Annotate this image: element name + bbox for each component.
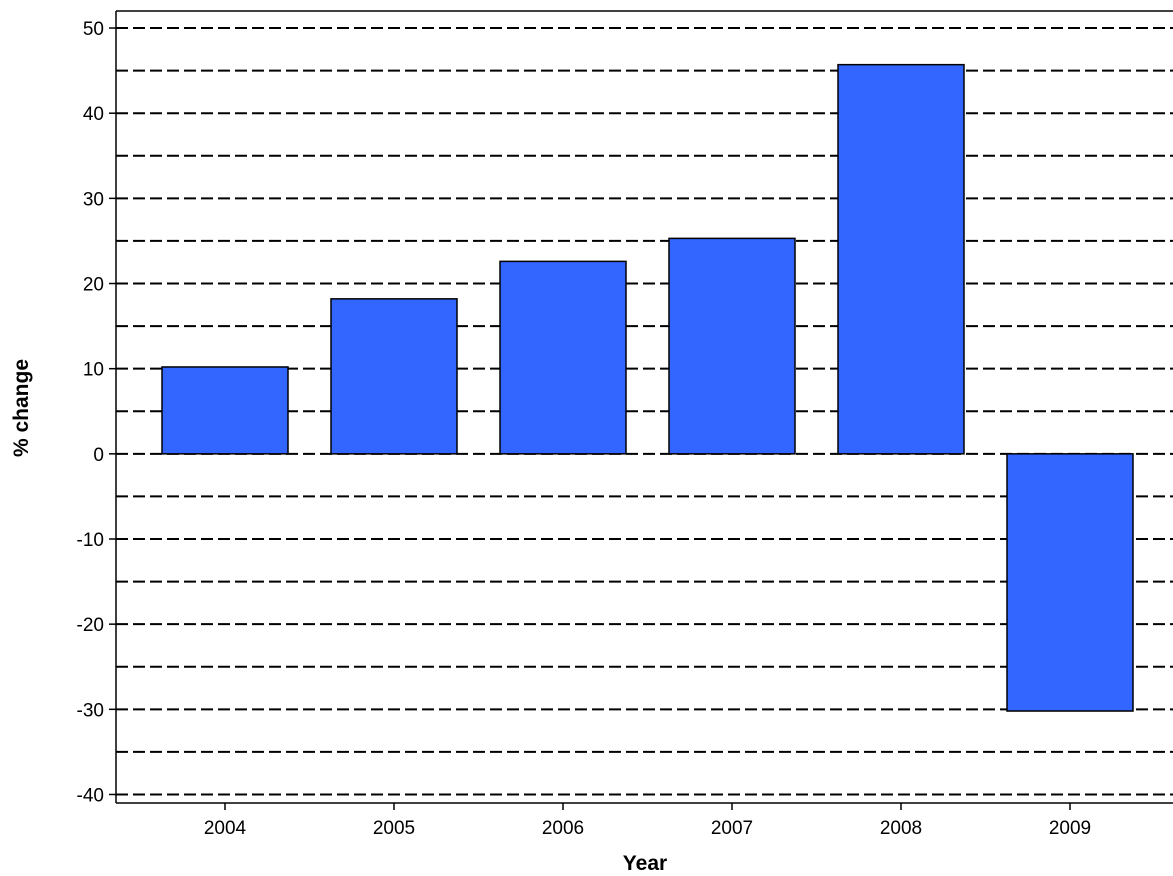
- y-tick-label: -10: [77, 530, 104, 551]
- x-axis-ticks: 2004 2005 2006 2007 2008 2009: [204, 803, 1091, 839]
- y-axis-title: % change: [10, 359, 33, 457]
- y-tick-label: 40: [83, 104, 104, 125]
- gridlines: [116, 27, 1173, 796]
- x-tick-label: 2004: [204, 818, 247, 839]
- y-tick-label: -40: [77, 785, 104, 806]
- x-tick-label: 2009: [1049, 818, 1091, 839]
- bar-2009: [1006, 453, 1134, 712]
- bar-2007: [668, 237, 796, 455]
- y-axis-ticks: 50 40 30 20 10 0 -10 -20 -30 -40: [77, 19, 116, 806]
- x-tick-label: 2008: [880, 818, 922, 839]
- x-tick-label: 2005: [373, 818, 415, 839]
- y-tick-label: 20: [83, 275, 104, 296]
- x-tick-label: 2006: [542, 818, 584, 839]
- y-tick-label: -20: [77, 615, 104, 636]
- bar-2006: [499, 260, 627, 455]
- y-tick-label: 10: [83, 360, 104, 381]
- bar-2005: [330, 298, 458, 455]
- bars: [161, 63, 1134, 712]
- bar-2004: [161, 366, 289, 455]
- y-tick-label: 30: [83, 189, 104, 210]
- x-axis-title: Year: [623, 852, 667, 875]
- bar-2008: [837, 63, 965, 455]
- y-tick-label: -30: [77, 700, 104, 721]
- y-tick-label: 0: [93, 445, 104, 466]
- x-tick-label: 2007: [711, 818, 753, 839]
- y-tick-label: 50: [83, 19, 104, 40]
